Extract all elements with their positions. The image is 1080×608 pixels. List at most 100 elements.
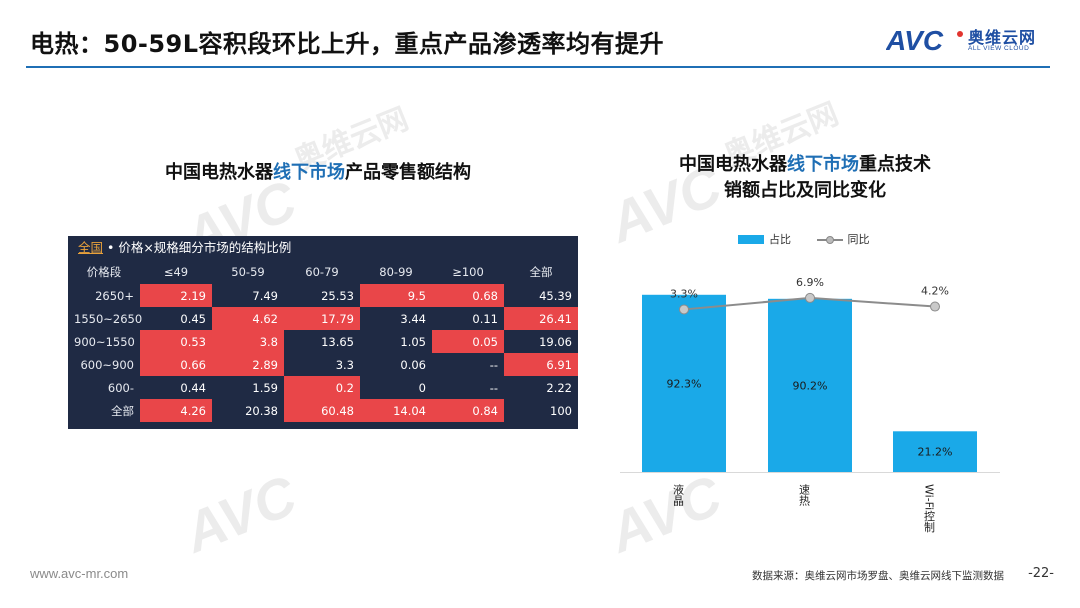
- matrix-cell: 9.5: [360, 284, 432, 307]
- matrix-cell: 0.45: [180, 311, 206, 326]
- chart-heading-line1: 中国电热水器线下市场重点技术: [610, 152, 1000, 178]
- price-size-matrix: 全国 • 价格×规格细分市场的结构比例 价格段 ≤49 50-59 60-79 80-9…: [68, 236, 578, 429]
- legend-line-label: 同比: [847, 233, 870, 246]
- matrix-row: 600- 0.44 1.59 0.2 0 -- 2.22: [68, 376, 578, 399]
- line-label: 6.9%: [796, 276, 824, 289]
- logo-cn-text: 奥维云网: [968, 28, 1037, 47]
- chart-legend: 占比 同比: [738, 231, 892, 247]
- matrix-row-label: 600-: [107, 380, 134, 395]
- matrix-col-header: 全部: [529, 265, 553, 279]
- legend-bar-swatch: [738, 234, 764, 244]
- matrix-row-label: 900~1550: [74, 334, 135, 349]
- chart-heading-line2: 销额占比及同比变化: [724, 180, 886, 201]
- chart-heading-pre: 中国电热水器: [679, 154, 787, 175]
- matrix-heading: 中国电热水器线下市场产品零售额结构: [60, 158, 576, 184]
- matrix-col-header: 60-79: [305, 265, 339, 279]
- matrix-cell: --: [489, 380, 498, 395]
- matrix-cell: 0.44: [180, 380, 206, 395]
- matrix-cell: 25.53: [321, 288, 354, 303]
- matrix-cell: 17.79: [284, 307, 360, 330]
- matrix-col-header: 50-59: [231, 265, 265, 279]
- matrix-row-label: 2650+: [95, 288, 134, 303]
- matrix-cell: 0.06: [400, 357, 426, 372]
- matrix-cell: 14.04: [360, 399, 432, 422]
- matrix-cell: 4.26: [140, 399, 212, 422]
- matrix-row: 600~900 0.66 2.89 3.3 0.06 -- 6.91: [68, 353, 578, 376]
- line-label: 4.2%: [921, 285, 949, 298]
- matrix-heading-pre: 中国电热水器: [165, 162, 273, 183]
- matrix-cell: 0.84: [432, 399, 504, 422]
- matrix-cell: 6.91: [504, 353, 578, 376]
- matrix-cell: 7.49: [252, 288, 278, 303]
- matrix-row: 2650+ 2.19 7.49 25.53 9.5 0.68 45.39: [68, 284, 578, 307]
- matrix-col-header: ≥100: [452, 265, 484, 279]
- matrix-cell: 2.19: [140, 284, 212, 307]
- matrix-cell: 0.68: [432, 284, 504, 307]
- matrix-cell: 2.89: [212, 353, 284, 376]
- avc-logo: AVC 奥维云网 ALL VIEW CLOUD: [886, 24, 1048, 58]
- matrix-cell: 45.39: [539, 288, 572, 303]
- matrix-cell: 0.53: [140, 330, 212, 353]
- bar-share: [768, 298, 852, 472]
- matrix-heading-post: 产品零售额结构: [345, 162, 471, 183]
- matrix-cell: 100: [550, 403, 572, 418]
- x-tick-label: 速热: [798, 484, 811, 507]
- logo-en-text: ALL VIEW CLOUD: [968, 45, 1030, 52]
- legend-item-yoy: 同比: [816, 231, 870, 247]
- line-point: [930, 301, 940, 312]
- matrix-row-label: 600~900: [80, 357, 134, 372]
- matrix-cell: 19.06: [539, 334, 572, 349]
- bar-label: 21.2%: [918, 446, 953, 459]
- matrix-cell: 0.05: [432, 330, 504, 353]
- matrix-row: 全部 4.26 20.38 60.48 14.04 0.84 100: [68, 399, 578, 422]
- matrix-table: 价格段 ≤49 50-59 60-79 80-99 ≥100 全部 2650+ 2.19 7.4…: [68, 260, 578, 422]
- matrix-cell: 26.41: [504, 307, 578, 330]
- matrix-cell: 0.11: [472, 311, 498, 326]
- matrix-col-header: ≤49: [163, 265, 189, 279]
- line-point: [679, 304, 689, 315]
- matrix-cell: 0: [418, 380, 426, 395]
- line-point: [805, 292, 815, 303]
- matrix-cell: 3.8: [212, 330, 284, 353]
- matrix-cell: 1.59: [252, 380, 278, 395]
- bar-label: 90.2%: [793, 379, 828, 392]
- matrix-cell: 0.2: [284, 376, 360, 399]
- matrix-cell: 2.22: [546, 380, 572, 395]
- matrix-row-label: 1550~2650: [74, 311, 143, 326]
- avc-logo-mark: AVC: [886, 25, 963, 54]
- chart-heading-accent: 线下市场: [787, 154, 859, 175]
- footer-url: www.avc-mr.com: [30, 566, 129, 581]
- matrix-cell: 60.48: [284, 399, 360, 422]
- matrix-cell: --: [489, 357, 498, 372]
- matrix-cell: 3.3: [335, 357, 354, 372]
- legend-item-share: 占比: [738, 231, 791, 247]
- legend-bar-label: 占比: [769, 233, 791, 246]
- matrix-row: 1550~2650 0.45 4.62 17.79 3.44 0.11 26.41: [68, 307, 578, 330]
- matrix-cell: 20.38: [245, 403, 278, 418]
- matrix-cell: 4.62: [212, 307, 284, 330]
- matrix-cell: 13.65: [321, 334, 354, 349]
- legend-line-swatch: [816, 235, 843, 244]
- matrix-cell: 3.44: [400, 311, 426, 326]
- matrix-row-label: 全部: [111, 403, 134, 418]
- header-divider: [26, 66, 1050, 68]
- tech-share-chart: 92.3% 90.2% 21.2% 3.3% 6.9% 4.2% 液晶 速热 Wi-Fi控制: [620, 276, 1000, 532]
- matrix-col-header: 80-99: [379, 265, 413, 279]
- matrix-title: 全国 • 价格×规格细分市场的结构比例: [68, 236, 578, 260]
- page-number: -22-: [1028, 566, 1054, 581]
- bar-share: [642, 294, 726, 472]
- x-tick-label: 液晶: [672, 483, 685, 507]
- x-tick-label: Wi-Fi控制: [923, 484, 936, 532]
- matrix-row: 900~1550 0.53 3.8 13.65 1.05 0.05 19.06: [68, 330, 578, 353]
- matrix-title-text: • 价格×规格细分市场的结构比例: [103, 240, 292, 255]
- chart-heading-post: 重点技术: [859, 154, 931, 175]
- line-label: 3.3%: [670, 287, 698, 300]
- footer-source: 数据来源：奥维云网市场罗盘、奥维云网线下监测数据: [752, 570, 1004, 582]
- matrix-cell: 0.66: [140, 353, 212, 376]
- bar-share: [893, 431, 977, 472]
- matrix-col-header-price: 价格段: [86, 265, 122, 279]
- slide-title: 电热：50-59L容积段环比上升，重点产品渗透率均有提升: [30, 30, 665, 58]
- matrix-heading-accent: 线下市场: [273, 162, 345, 183]
- matrix-cell: 1.05: [400, 334, 426, 349]
- chart-heading: 中国电热水器线下市场重点技术 销额占比及同比变化: [610, 152, 1000, 204]
